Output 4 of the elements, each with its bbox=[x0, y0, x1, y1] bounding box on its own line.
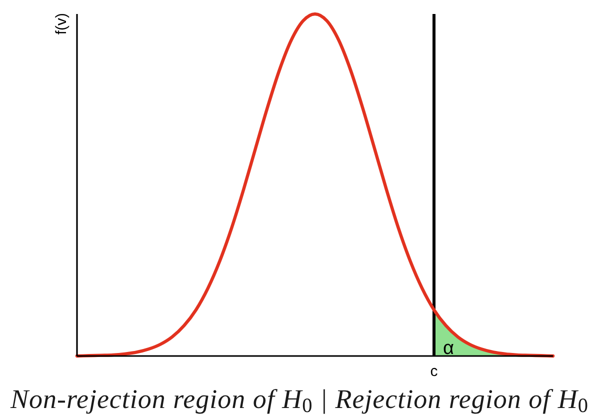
x-axis-title: Non-rejection region of H$_{0}$ | Rejection region of H$_{0}$ bbox=[9, 384, 589, 418]
text: c bbox=[430, 363, 438, 380]
y-axis-title: f(v) bbox=[53, 13, 70, 35]
series-label: α bbox=[443, 338, 454, 359]
